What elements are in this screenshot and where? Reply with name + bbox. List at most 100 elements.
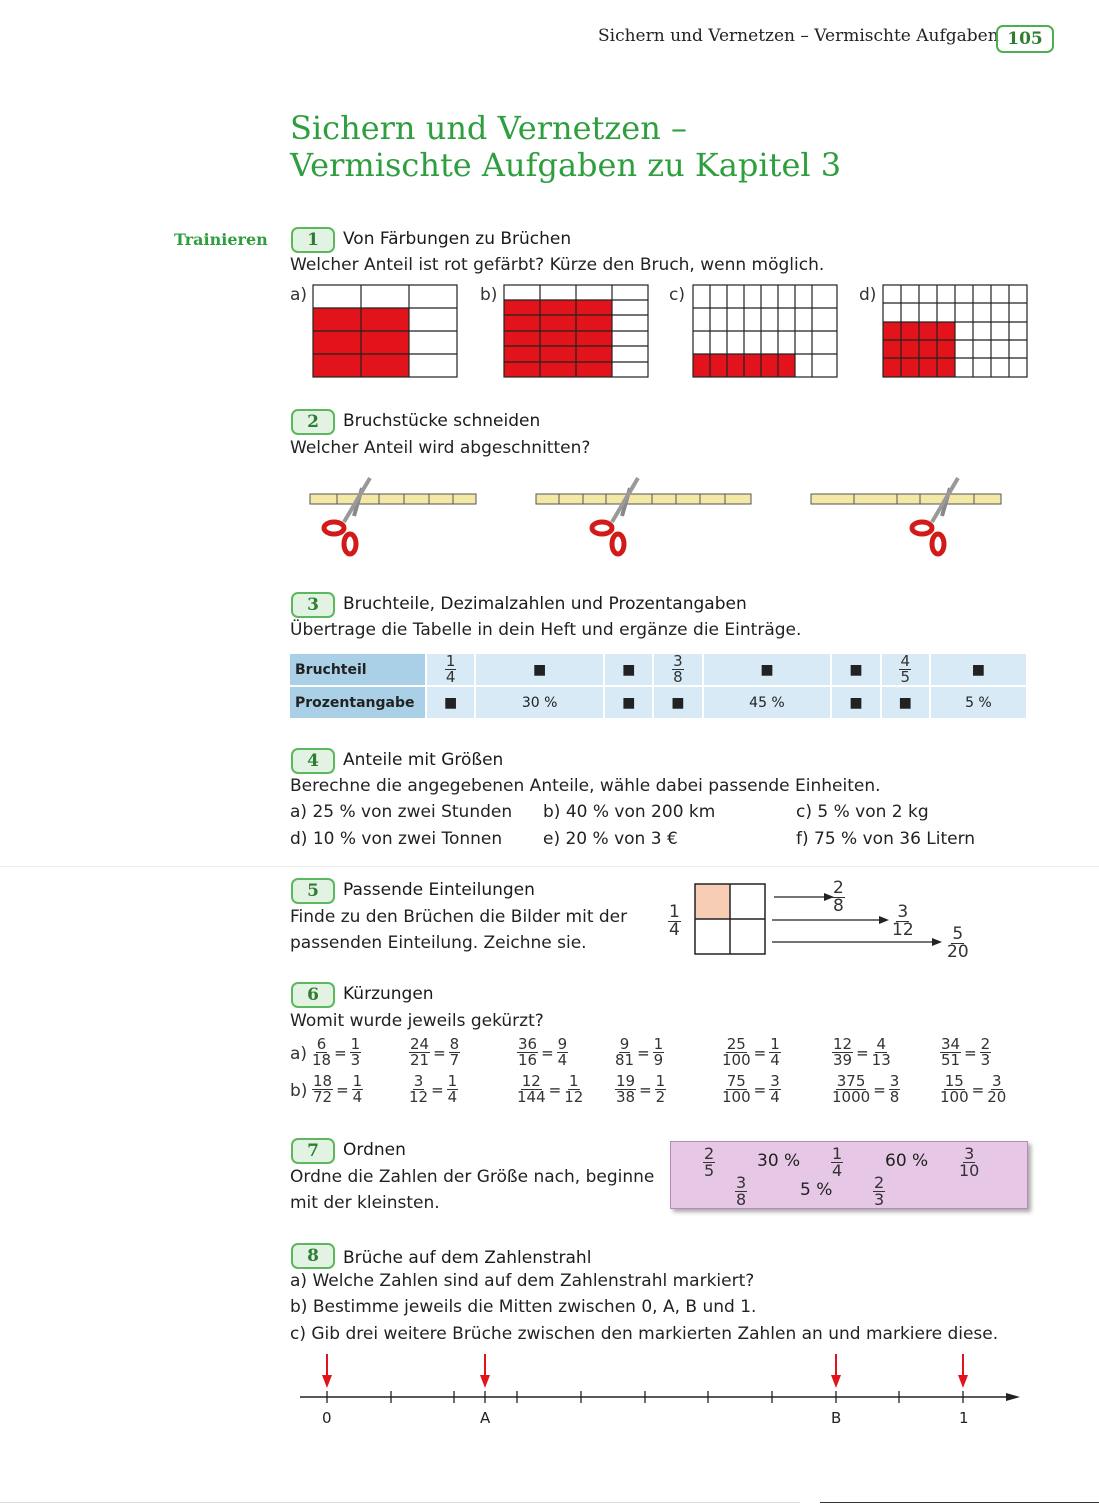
task-title-3: Bruchteile, Dezimalzahlen und Prozentang… bbox=[343, 594, 747, 614]
fraction-target-3: 5 20 bbox=[947, 924, 969, 962]
table-row-percent: Prozentangabe ■ 30 % ■ ■ 45 % ■ ■ 5 % bbox=[290, 687, 1026, 718]
reduction-equation: 12 39 = 4 13 bbox=[832, 1035, 891, 1069]
task-text-1: Welcher Anteil ist rot gefärbt? Kürze de… bbox=[290, 255, 825, 275]
table-cell: ■ bbox=[427, 687, 475, 718]
task8-item-a: a) Welche Zahlen sind auf dem Zahlenstra… bbox=[290, 1271, 755, 1291]
table-cell: ■ bbox=[832, 654, 880, 685]
page-title-line2: Vermischte Aufgaben zu Kapitel 3 bbox=[290, 146, 842, 184]
task4-item-e: e) 20 % von 3 € bbox=[543, 829, 678, 849]
task-title-6: Kürzungen bbox=[343, 984, 434, 1004]
task4-item-b: b) 40 % von 200 km bbox=[543, 802, 716, 822]
table-cell: ■ bbox=[605, 687, 653, 718]
task-text-7a: Ordne die Zahlen der Größe nach, beginne bbox=[290, 1167, 655, 1187]
table-cell: ■ bbox=[832, 687, 880, 718]
fraction-target-2: 3 12 bbox=[892, 902, 914, 940]
task-title-8: Brüche auf dem Zahlenstrahl bbox=[343, 1248, 592, 1268]
label-c: c) bbox=[669, 285, 685, 305]
number-percent: 30 % bbox=[757, 1151, 801, 1171]
task-text-5b: passenden Einteilung. Zeichne sie. bbox=[290, 933, 587, 953]
task-title-1: Von Färbungen zu Brüchen bbox=[343, 229, 572, 249]
table-cell: ■ bbox=[703, 654, 831, 685]
table-cell: ■ bbox=[476, 654, 604, 685]
task4-item-d: d) 10 % von zwei Tonnen bbox=[290, 829, 503, 849]
task-text-6: Womit wurde jeweils gekürzt? bbox=[290, 1011, 544, 1031]
table-cell: ■ bbox=[605, 654, 653, 685]
page-title-line1: Sichern und Vernetzen – bbox=[290, 109, 687, 147]
reduction-equation: 75 100 = 3 4 bbox=[722, 1072, 781, 1106]
task-badge-4: 4 bbox=[291, 748, 335, 774]
label-d: d) bbox=[859, 285, 877, 305]
task-text-3: Übertrage die Tabelle in dein Heft und e… bbox=[290, 620, 802, 640]
task-title-7: Ordnen bbox=[343, 1140, 406, 1160]
number-line bbox=[300, 1354, 1020, 1403]
table-cell: 45 % bbox=[703, 687, 831, 718]
task-title-2: Bruchstücke schneiden bbox=[343, 411, 541, 431]
task-badge-1: 1 bbox=[291, 227, 335, 253]
number-fraction: 3 10 bbox=[959, 1144, 980, 1180]
axis-label-0: 0 bbox=[322, 1409, 332, 1427]
task-text-2: Welcher Anteil wird abgeschnitten? bbox=[290, 438, 591, 458]
table-header-percent: Prozentangabe bbox=[290, 687, 425, 718]
label-b: b) bbox=[480, 285, 498, 305]
task4-item-a: a) 25 % von zwei Stunden bbox=[290, 802, 513, 822]
reduction-equation: 375 1000 = 3 8 bbox=[832, 1072, 901, 1106]
task-badge-5: 5 bbox=[291, 878, 335, 904]
reduction-equation: 34 51 = 2 3 bbox=[940, 1035, 992, 1069]
table-cell: ■ bbox=[881, 687, 929, 718]
number-percent: 5 % bbox=[800, 1180, 833, 1200]
reduction-row-a: 6 18 = 1 3 24 21 = 8 7 36 16 = 9 4 9 81 = 1 9 25 100 = 1 4 12 39 = 4… bbox=[312, 1037, 1032, 1071]
table-cell: 5 % bbox=[930, 687, 1026, 718]
reduction-row-b: 18 72 = 1 4 3 12 = 1 4 12 144 = 1 12 19 38 = 1 2 75 100 = 3 4 375… bbox=[312, 1074, 1032, 1108]
label-a: a) bbox=[290, 285, 308, 305]
quarter-square-diagram bbox=[694, 883, 942, 955]
table-cell: 30 % bbox=[476, 687, 604, 718]
reduction-equation: 9 81 = 1 9 bbox=[615, 1035, 665, 1069]
task-text-5a: Finde zu den Brüchen die Bilder mit der bbox=[290, 907, 628, 927]
row-label-a: a) bbox=[290, 1044, 308, 1064]
scissors-strips bbox=[309, 476, 1002, 558]
reduction-equation: 3 12 = 1 4 bbox=[409, 1072, 459, 1106]
task-badge-2: 2 bbox=[291, 409, 335, 435]
axis-label-B: B bbox=[831, 1409, 842, 1427]
reduction-equation: 15 100 = 3 20 bbox=[940, 1072, 1007, 1106]
task-text-4: Berechne die angegebenen Anteile, wähle … bbox=[290, 776, 881, 796]
number-percent: 60 % bbox=[885, 1151, 929, 1171]
table-header-fraction: Bruchteil bbox=[290, 654, 425, 685]
page-number: 105 bbox=[996, 25, 1054, 53]
task4-item-f: f) 75 % von 36 Litern bbox=[796, 829, 976, 849]
task-title-5: Passende Einteilungen bbox=[343, 880, 535, 900]
grid-d bbox=[882, 284, 1028, 378]
task-title-4: Anteile mit Größen bbox=[343, 750, 504, 770]
grid-b bbox=[503, 284, 649, 378]
axis-label-1: 1 bbox=[959, 1409, 969, 1427]
task-badge-3: 3 bbox=[291, 592, 335, 618]
divider bbox=[0, 866, 1099, 867]
table-cell: ■ bbox=[654, 687, 702, 718]
row-label-b: b) bbox=[290, 1081, 308, 1101]
axis-label-A: A bbox=[480, 1409, 491, 1427]
task-badge-6: 6 bbox=[291, 982, 335, 1008]
reduction-equation: 19 38 = 1 2 bbox=[615, 1072, 667, 1106]
side-label: Trainieren bbox=[174, 230, 268, 249]
task-badge-8: 8 bbox=[291, 1243, 335, 1269]
reduction-equation: 24 21 = 8 7 bbox=[409, 1035, 461, 1069]
reduction-equation: 18 72 = 1 4 bbox=[312, 1072, 364, 1106]
task-text-7b: mit der kleinsten. bbox=[290, 1193, 440, 1213]
task8-item-b: b) Bestimme jeweils die Mitten zwischen … bbox=[290, 1297, 757, 1317]
task4-item-c: c) 5 % von 2 kg bbox=[796, 802, 929, 822]
table-cell: ■ bbox=[930, 654, 1026, 685]
grid-a bbox=[312, 284, 458, 378]
reduction-equation: 12 144 = 1 12 bbox=[517, 1072, 584, 1106]
